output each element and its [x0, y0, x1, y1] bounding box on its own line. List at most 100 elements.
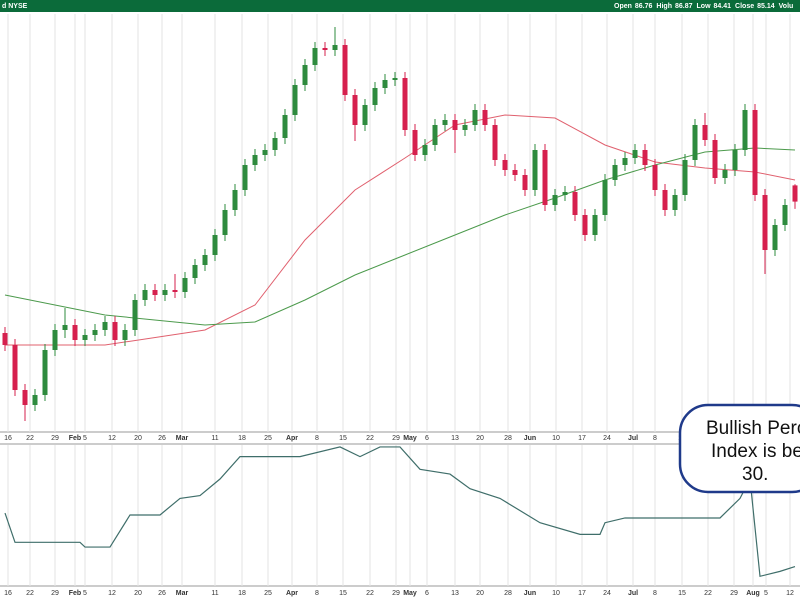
- header-value: 86.76: [635, 3, 653, 10]
- candle-body: [712, 140, 718, 178]
- x-tick-label: Mar: [176, 590, 189, 597]
- candle-body: [162, 290, 168, 295]
- candle-body: [392, 78, 398, 80]
- candle-body: [172, 290, 178, 292]
- x-tick-label: May: [403, 590, 417, 597]
- candle-body: [302, 65, 308, 85]
- x-tick-label: 24: [603, 590, 611, 597]
- x-tick-label: 13: [451, 435, 459, 442]
- candle-body: [422, 145, 428, 155]
- x-tick-label: Apr: [286, 590, 298, 597]
- candle-body: [752, 110, 758, 195]
- candle-body: [442, 120, 448, 125]
- candle-body: [12, 345, 18, 390]
- x-tick-label: 26: [158, 590, 166, 597]
- candle-body: [382, 80, 388, 88]
- x-tick-label: 15: [678, 590, 686, 597]
- candle-body: [672, 195, 678, 210]
- indicator-line: [4, 446, 796, 578]
- x-tick-label: Aug: [746, 590, 760, 597]
- candle-body: [462, 125, 468, 130]
- x-tick-label: Mar: [176, 435, 189, 442]
- x-tick-label: 28: [504, 590, 512, 597]
- header-label: Open: [614, 3, 632, 10]
- x-tick-label: 24: [603, 435, 611, 442]
- candle-body: [262, 150, 268, 155]
- candle-body: [212, 235, 218, 255]
- candle-body: [152, 290, 158, 295]
- candle-body: [482, 110, 488, 125]
- header-label: High: [656, 3, 672, 10]
- candle-body: [472, 110, 478, 125]
- candle-body: [622, 158, 628, 165]
- x-tick-label: 6: [425, 435, 429, 442]
- candle-body: [72, 325, 78, 340]
- candle-body: [202, 255, 208, 265]
- candle-body: [362, 105, 368, 125]
- candle-body: [732, 150, 738, 170]
- x-tick-label: 17: [578, 590, 586, 597]
- x-tick-label: 20: [134, 435, 142, 442]
- candle-body: [332, 45, 338, 50]
- candle-body: [702, 125, 708, 140]
- x-tick-label: 5: [764, 590, 768, 597]
- x-tick-label: 10: [552, 435, 560, 442]
- candle-body: [502, 160, 508, 170]
- header-bar: [0, 0, 800, 12]
- candle-body: [562, 192, 568, 195]
- candle-body: [352, 95, 358, 125]
- x-tick-label: 8: [653, 435, 657, 442]
- x-tick-label: 8: [315, 590, 319, 597]
- candle-body: [412, 130, 418, 155]
- candle-body: [492, 125, 498, 160]
- moving-average: [4, 147, 796, 326]
- candle-body: [372, 88, 378, 105]
- x-tick-label: 25: [264, 435, 272, 442]
- x-tick-label: 25: [264, 590, 272, 597]
- x-tick-label: Feb: [69, 590, 81, 597]
- x-tick-label: 20: [476, 435, 484, 442]
- x-tick-label: 20: [476, 590, 484, 597]
- candle-body: [542, 150, 548, 205]
- candle-body: [252, 155, 258, 165]
- x-tick-label: 20: [134, 590, 142, 597]
- candle-body: [182, 278, 188, 292]
- x-tick-label: 8: [653, 590, 657, 597]
- candle-body: [682, 160, 688, 195]
- candle-body: [512, 170, 518, 175]
- x-tick-label: 29: [730, 590, 738, 597]
- candle-body: [52, 330, 58, 350]
- x-tick-label: 6: [425, 590, 429, 597]
- candle-body: [662, 190, 668, 210]
- candle-body: [762, 195, 768, 250]
- candle-body: [572, 192, 578, 215]
- candle-body: [742, 110, 748, 150]
- candle-body: [432, 125, 438, 145]
- candle-body: [102, 322, 108, 330]
- candle-body: [402, 78, 408, 130]
- x-tick-label: Apr: [286, 435, 298, 442]
- header-label: Close: [735, 3, 754, 10]
- candle-body: [282, 115, 288, 138]
- callout-box: [678, 403, 800, 494]
- candle-body: [22, 390, 28, 405]
- candle-body: [582, 215, 588, 235]
- candle-body: [602, 180, 608, 215]
- x-tick-label: 18: [238, 590, 246, 597]
- x-tick-label: 10: [552, 590, 560, 597]
- x-tick-label: 22: [366, 590, 374, 597]
- candle-body: [692, 125, 698, 160]
- candle-body: [292, 85, 298, 115]
- candle-body: [612, 165, 618, 180]
- x-tick-label: 12: [108, 590, 116, 597]
- x-tick-label: 8: [315, 435, 319, 442]
- candle-body: [232, 190, 238, 210]
- candle-body: [32, 395, 38, 405]
- header-symbol: d NYSE: [2, 3, 28, 10]
- x-tick-label: 12: [786, 590, 794, 597]
- x-tick-label: 22: [366, 435, 374, 442]
- candle-body: [632, 150, 638, 158]
- x-tick-label: 12: [108, 435, 116, 442]
- x-tick-label: 29: [392, 435, 400, 442]
- x-tick-label: 22: [704, 590, 712, 597]
